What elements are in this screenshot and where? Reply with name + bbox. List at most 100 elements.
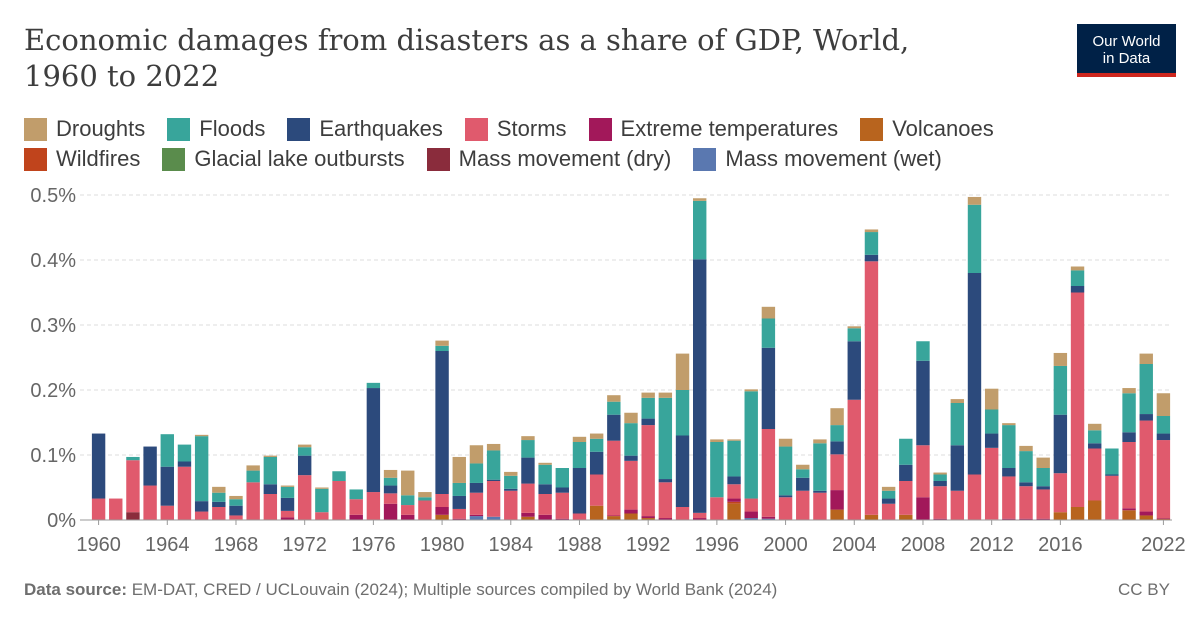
bar-segment-earthquakes-1981[interactable] — [452, 495, 466, 509]
bar-segment-volcanoes-1989[interactable] — [589, 505, 604, 520]
bar-segment-extreme-temperatures-1985[interactable] — [521, 512, 535, 517]
bar-segment-droughts-1977[interactable] — [383, 469, 398, 478]
bar-segment-droughts-1985[interactable] — [521, 436, 535, 441]
bar-segment-earthquakes-1971[interactable] — [280, 497, 295, 511]
bar-segment-mass-movement-wet-1999[interactable] — [761, 518, 776, 520]
bar-segment-extreme-temperatures-1991[interactable] — [624, 509, 638, 514]
bar-segment-droughts-1991[interactable] — [624, 412, 638, 424]
bar-segment-storms-1994[interactable] — [675, 507, 690, 520]
legend-item-extreme-temperatures[interactable]: Extreme temperatures — [588, 116, 838, 142]
bar-segment-droughts-2012[interactable] — [984, 388, 999, 410]
bar-segment-extreme-temperatures-1975[interactable] — [349, 514, 363, 520]
bar-segment-floods-1972[interactable] — [297, 447, 312, 456]
bar-segment-droughts-2001[interactable] — [796, 464, 810, 470]
legend-item-droughts[interactable]: Droughts — [24, 116, 145, 142]
bar-segment-floods-2022[interactable] — [1156, 416, 1171, 434]
bar-segment-storms-1969[interactable] — [246, 482, 260, 520]
bar-segment-droughts-2020[interactable] — [1122, 388, 1136, 394]
bar-segment-storms-1971[interactable] — [280, 510, 295, 518]
bar-segment-storms-2001[interactable] — [796, 490, 810, 520]
bar-segment-floods-2014[interactable] — [1019, 451, 1033, 483]
bar-segment-floods-2005[interactable] — [864, 232, 879, 255]
bar-segment-floods-1969[interactable] — [246, 470, 260, 483]
bar-segment-earthquakes-2020[interactable] — [1122, 432, 1136, 442]
owid-logo[interactable]: Our World in Data — [1077, 24, 1176, 77]
bar-segment-earthquakes-1970[interactable] — [263, 484, 278, 494]
bar-segment-droughts-1980[interactable] — [435, 340, 449, 346]
bar-segment-earthquakes-1960[interactable] — [91, 433, 106, 499]
bar-segment-earthquakes-1986[interactable] — [538, 484, 552, 494]
bar-segment-storms-1984[interactable] — [504, 490, 518, 520]
bar-segment-storms-1975[interactable] — [349, 499, 363, 515]
bar-segment-storms-2010[interactable] — [950, 490, 965, 520]
bar-segment-droughts-1998[interactable] — [744, 389, 758, 392]
bar-segment-storms-2013[interactable] — [1002, 476, 1016, 519]
bar-segment-floods-1995[interactable] — [693, 200, 707, 260]
bar-segment-droughts-2021[interactable] — [1139, 353, 1153, 364]
bar-segment-earthquakes-1977[interactable] — [383, 485, 398, 494]
bar-segment-floods-1994[interactable] — [675, 390, 690, 436]
bar-segment-droughts-1967[interactable] — [212, 486, 226, 493]
bar-segment-floods-1964[interactable] — [160, 434, 174, 467]
bar-segment-storms-1982[interactable] — [469, 492, 484, 515]
bar-segment-volcanoes-1990[interactable] — [607, 516, 621, 520]
bar-segment-earthquakes-2004[interactable] — [847, 341, 861, 400]
bar-segment-floods-1974[interactable] — [332, 471, 346, 481]
bar-segment-droughts-2018[interactable] — [1088, 423, 1102, 431]
bar-segment-storms-1981[interactable] — [452, 508, 466, 519]
bar-segment-floods-1987[interactable] — [555, 468, 569, 488]
bar-segment-storms-1977[interactable] — [383, 493, 398, 504]
bar-segment-earthquakes-1999[interactable] — [761, 347, 776, 429]
bar-segment-earthquakes-2015[interactable] — [1036, 486, 1050, 490]
bar-segment-earthquakes-1965[interactable] — [177, 461, 192, 467]
bar-segment-extreme-temperatures-1971[interactable] — [280, 517, 295, 520]
bar-segment-storms-2008[interactable] — [916, 445, 930, 498]
bar-segment-storms-2017[interactable] — [1070, 292, 1085, 508]
bar-segment-storms-1965[interactable] — [177, 466, 192, 520]
bar-segment-storms-2009[interactable] — [933, 486, 947, 519]
bar-segment-floods-2016[interactable] — [1053, 365, 1068, 415]
bar-segment-droughts-2013[interactable] — [1002, 423, 1016, 426]
bar-segment-storms-1978[interactable] — [401, 505, 415, 515]
bar-segment-droughts-2005[interactable] — [864, 229, 879, 233]
bar-segment-earthquakes-1994[interactable] — [675, 435, 690, 508]
bar-segment-volcanoes-1997[interactable] — [727, 503, 741, 520]
bar-segment-floods-1989[interactable] — [589, 438, 604, 452]
bar-segment-earthquakes-1966[interactable] — [194, 501, 209, 512]
bar-segment-earthquakes-1963[interactable] — [143, 446, 157, 486]
bar-segment-volcanoes-2007[interactable] — [899, 514, 913, 520]
bar-segment-mass-movement-wet-1983[interactable] — [486, 516, 501, 520]
bar-segment-storms-2015[interactable] — [1036, 489, 1050, 519]
bar-segment-droughts-1984[interactable] — [504, 471, 518, 476]
bar-segment-droughts-1970[interactable] — [263, 455, 278, 457]
bar-segment-extreme-temperatures-1990[interactable] — [607, 515, 621, 517]
bar-segment-floods-1976[interactable] — [366, 382, 381, 389]
bar-segment-earthquakes-2022[interactable] — [1156, 433, 1171, 441]
bar-segment-floods-2007[interactable] — [899, 438, 913, 465]
bar-segment-storms-2022[interactable] — [1156, 440, 1171, 519]
bar-segment-droughts-2002[interactable] — [813, 439, 827, 444]
bar-segment-droughts-2010[interactable] — [950, 399, 965, 403]
bar-segment-extreme-temperatures-2020[interactable] — [1122, 508, 1136, 511]
bar-segment-storms-2004[interactable] — [847, 399, 861, 520]
license-link[interactable]: CC BY — [1118, 580, 1170, 599]
bar-segment-droughts-2000[interactable] — [778, 438, 793, 447]
legend-item-wildfires[interactable]: Wildfires — [24, 146, 140, 172]
bar-segment-extreme-temperatures-1998[interactable] — [744, 511, 758, 519]
bar-segment-extreme-temperatures-1977[interactable] — [383, 503, 398, 520]
bar-segment-droughts-2006[interactable] — [881, 486, 896, 491]
bar-segment-floods-1996[interactable] — [710, 442, 724, 498]
bar-segment-droughts-1994[interactable] — [675, 353, 690, 390]
bar-segment-extreme-temperatures-1999[interactable] — [761, 516, 776, 519]
bar-segment-earthquakes-2017[interactable] — [1070, 286, 1085, 293]
bar-segment-earthquakes-2012[interactable] — [984, 433, 999, 448]
bar-segment-storms-1973[interactable] — [315, 512, 329, 520]
bar-segment-droughts-1995[interactable] — [693, 198, 707, 201]
legend-item-floods[interactable]: Floods — [167, 116, 265, 142]
bar-segment-droughts-2014[interactable] — [1019, 445, 1033, 452]
bar-segment-storms-1988[interactable] — [572, 513, 587, 521]
bar-segment-storms-1997[interactable] — [727, 484, 741, 499]
bar-segment-droughts-1968[interactable] — [229, 495, 243, 500]
bar-segment-earthquakes-2002[interactable] — [813, 490, 827, 493]
bar-segment-droughts-1982[interactable] — [469, 445, 484, 464]
